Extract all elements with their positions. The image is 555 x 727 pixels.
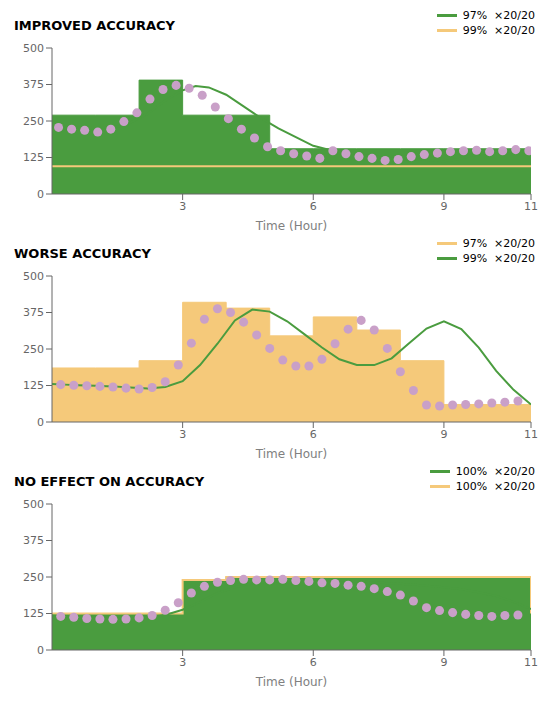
- svg-text:Time (Hour): Time (Hour): [255, 447, 327, 460]
- svg-text:11: 11: [524, 656, 538, 669]
- svg-text:125: 125: [23, 379, 44, 392]
- svg-text:3: 3: [179, 428, 186, 441]
- svg-text:3: 3: [179, 656, 186, 669]
- svg-text:9: 9: [440, 428, 447, 441]
- svg-text:375: 375: [23, 306, 44, 319]
- svg-text:250: 250: [23, 115, 44, 128]
- svg-text:375: 375: [23, 78, 44, 91]
- svg-text:125: 125: [23, 607, 44, 620]
- svg-text:0: 0: [37, 644, 44, 657]
- svg-text:375: 375: [23, 534, 44, 547]
- html-text:100% ×20/20: 100% ×20/20: [455, 465, 535, 478]
- html-text:IMPROVED ACCURACY: IMPROVED ACCURACY: [14, 18, 175, 33]
- svg-text:6: 6: [310, 656, 317, 669]
- svg-text:Time (Hour): Time (Hour): [255, 219, 327, 232]
- html-text:99% ×20/20: 99% ×20/20: [462, 24, 535, 37]
- svg-text:9: 9: [440, 200, 447, 213]
- svg-text:250: 250: [23, 571, 44, 584]
- html-text:97% ×20/20: 97% ×20/20: [462, 9, 535, 22]
- svg-text:500: 500: [23, 498, 44, 511]
- html-text:NO EFFECT ON ACCURACY: NO EFFECT ON ACCURACY: [14, 474, 205, 489]
- svg-text:250: 250: [23, 343, 44, 356]
- html-text:100% ×20/20: 100% ×20/20: [455, 480, 535, 493]
- svg-text:0: 0: [37, 188, 44, 201]
- svg-text:9: 9: [440, 656, 447, 669]
- svg-text:11: 11: [524, 200, 538, 213]
- svg-text:125: 125: [23, 151, 44, 164]
- svg-text:Time (Hour): Time (Hour): [255, 675, 327, 688]
- svg-text:11: 11: [524, 428, 538, 441]
- svg-text:6: 6: [310, 200, 317, 213]
- svg-text:6: 6: [310, 428, 317, 441]
- html-text:99% ×20/20: 99% ×20/20: [462, 252, 535, 265]
- svg-text:500: 500: [23, 270, 44, 283]
- svg-text:3: 3: [179, 200, 186, 213]
- html-text:97% ×20/20: 97% ×20/20: [462, 237, 535, 250]
- svg-text:500: 500: [23, 42, 44, 55]
- html-text:WORSE ACCURACY: WORSE ACCURACY: [14, 246, 151, 261]
- svg-text:0: 0: [37, 416, 44, 429]
